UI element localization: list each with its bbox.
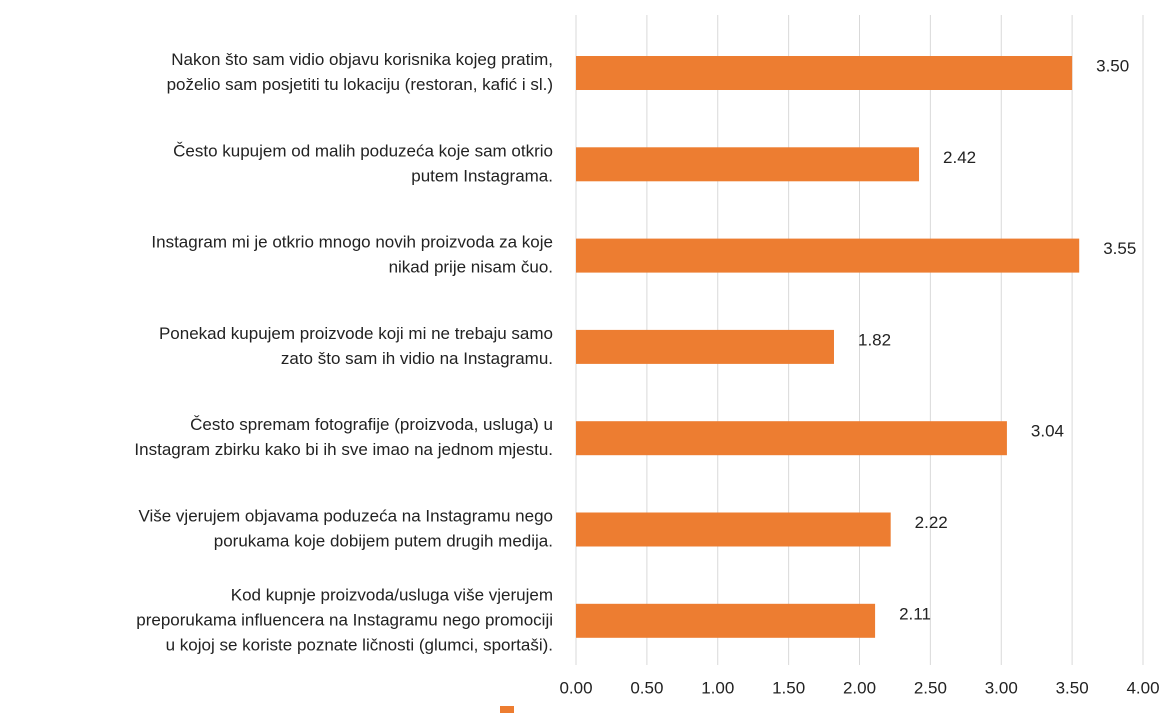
value-label: 2.42 <box>943 148 976 167</box>
bar <box>576 56 1073 90</box>
x-tick-label: 3.50 <box>1056 678 1089 697</box>
category-label: poželio sam posjetiti tu lokaciju (resto… <box>167 75 553 94</box>
category-label: Često kupujem od malih poduzeća koje sam… <box>173 141 553 160</box>
bar <box>576 238 1080 273</box>
x-tick-label: 1.00 <box>701 678 734 697</box>
legend-swatch <box>500 706 514 713</box>
category-label: Instagram zbirku kako bi ih sve imao na … <box>134 440 553 459</box>
value-label: 3.04 <box>1031 422 1064 441</box>
category-label: zato što sam ih vidio na Instagramu. <box>281 349 553 368</box>
bar <box>576 512 891 547</box>
value-label: 3.50 <box>1096 56 1129 75</box>
x-tick-label: 0.00 <box>559 678 592 697</box>
x-tick-label: 3.00 <box>985 678 1018 697</box>
value-label: 3.55 <box>1103 239 1136 258</box>
value-label: 1.82 <box>858 330 891 349</box>
category-label: Instagram mi je otkrio mnogo novih proiz… <box>151 233 553 252</box>
x-tick-label: 0.50 <box>630 678 663 697</box>
x-tick-label: 4.00 <box>1126 678 1159 697</box>
bar <box>576 421 1007 456</box>
category-label: porukama koje dobijem putem drugih medij… <box>214 531 553 550</box>
category-label: preporukama influencera na Instagramu ne… <box>136 610 553 629</box>
x-tick-label: 2.00 <box>843 678 876 697</box>
x-tick-label: 1.50 <box>772 678 805 697</box>
category-label: nikad prije nisam čuo. <box>389 258 553 277</box>
category-label: Ponekad kupujem proizvode koji mi ne tre… <box>159 324 553 343</box>
bar <box>576 603 876 638</box>
value-label: 2.22 <box>915 513 948 532</box>
category-label: Kod kupnje proizvoda/usluga više vjeruje… <box>231 585 553 604</box>
category-label: Često spremam fotografije (proizvoda, us… <box>190 415 553 434</box>
x-tick-label: 2.50 <box>914 678 947 697</box>
category-label: Nakon što sam vidio objavu korisnika koj… <box>171 50 553 69</box>
category-label: u kojoj se koriste poznate ličnosti (glu… <box>166 635 553 654</box>
bar <box>576 147 920 182</box>
value-label: 2.11 <box>899 604 931 623</box>
category-label: putem Instagrama. <box>411 166 553 185</box>
category-label: Više vjerujem objavama poduzeća na Insta… <box>138 506 553 525</box>
bar <box>576 329 834 364</box>
